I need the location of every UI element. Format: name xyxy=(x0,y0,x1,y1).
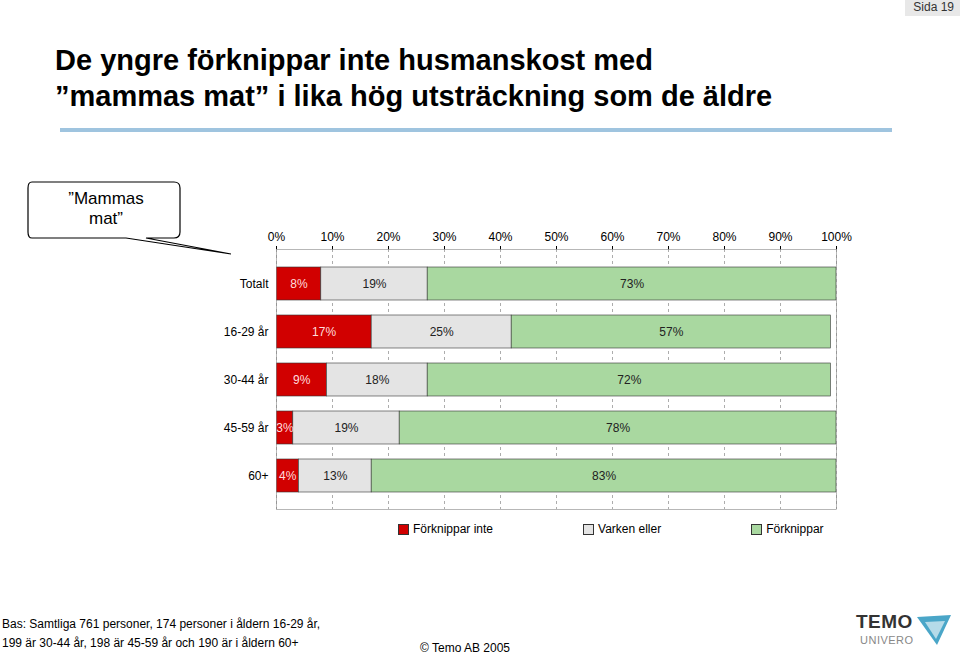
html-text:TEMO: TEMO xyxy=(856,611,913,632)
html-text:Förknippar inte: Förknippar inte xyxy=(413,522,493,536)
svg-text:60+: 60+ xyxy=(248,469,268,483)
svg-text:20%: 20% xyxy=(376,230,400,244)
html-text:Förknippar: Förknippar xyxy=(766,522,824,536)
svg-text:0%: 0% xyxy=(268,230,286,244)
html-text:De yngre förknippar inte husma: De yngre förknippar inte husmanskost med… xyxy=(55,44,773,112)
svg-text:30-44 år: 30-44 år xyxy=(224,373,269,387)
svg-text:100%: 100% xyxy=(821,230,852,244)
html-text:Varken eller: Varken eller xyxy=(598,522,662,536)
svg-text:90%: 90% xyxy=(768,230,792,244)
svg-text:9%: 9% xyxy=(293,373,311,387)
svg-text:72%: 72% xyxy=(617,373,641,387)
svg-text:45-59 år: 45-59 år xyxy=(224,421,269,435)
svg-text:4%: 4% xyxy=(279,469,297,483)
svg-text:50%: 50% xyxy=(544,230,568,244)
svg-text:40%: 40% xyxy=(488,230,512,244)
svg-text:8%: 8% xyxy=(290,277,308,291)
html-text:© Temo AB 2005: © Temo AB 2005 xyxy=(420,641,510,655)
svg-text:25%: 25% xyxy=(430,325,454,339)
svg-text:18%: 18% xyxy=(365,373,389,387)
svg-text:Totalt: Totalt xyxy=(240,277,269,291)
svg-text:3%: 3% xyxy=(276,421,294,435)
svg-text:73%: 73% xyxy=(620,277,644,291)
svg-text:30%: 30% xyxy=(432,230,456,244)
svg-text:10%: 10% xyxy=(320,230,344,244)
svg-text:57%: 57% xyxy=(659,325,683,339)
html-text:Sida 19: Sida 19 xyxy=(913,0,954,14)
svg-text:60%: 60% xyxy=(600,230,624,244)
svg-text:13%: 13% xyxy=(323,469,347,483)
svg-text:16-29 år: 16-29 år xyxy=(224,325,269,339)
html-text:Bas: Samtliga 761 personer, 17: Bas: Samtliga 761 personer, 174 personer… xyxy=(2,617,321,650)
svg-text:19%: 19% xyxy=(334,421,358,435)
svg-text:83%: 83% xyxy=(592,469,616,483)
svg-text:70%: 70% xyxy=(656,230,680,244)
svg-text:80%: 80% xyxy=(712,230,736,244)
html-text:UNIVERO: UNIVERO xyxy=(860,634,914,646)
svg-text:17%: 17% xyxy=(312,325,336,339)
svg-text:78%: 78% xyxy=(606,421,630,435)
svg-text:”Mammasmat”: ”Mammasmat” xyxy=(68,189,144,228)
svg-text:19%: 19% xyxy=(362,277,386,291)
